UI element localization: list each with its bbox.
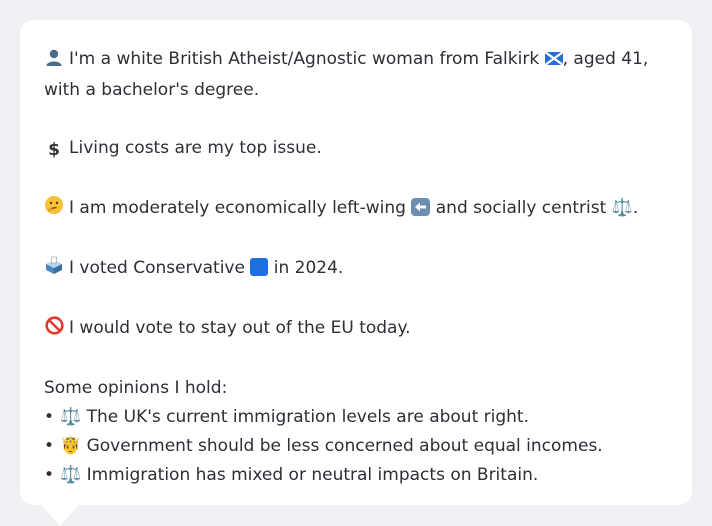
political-leaning-text-a: I am moderately economically left-wing	[69, 198, 412, 218]
political-leaning-text-c: .	[632, 198, 639, 218]
opinion-text: Immigration has mixed or neutral impacts…	[86, 465, 539, 485]
vote-2024-line: I voted Conservative in 2024.	[44, 254, 668, 285]
opinions-heading: Some opinions I hold:	[44, 378, 228, 398]
opinion-item: • 🤴 Government should be less concerned a…	[44, 436, 603, 456]
opinion-text: The UK's current immigration levels are …	[86, 407, 529, 427]
eu-vote-text: I would vote to stay out of the EU today…	[69, 318, 411, 338]
thinking-face-icon	[44, 195, 64, 225]
political-leaning-line: I am moderately economically left-wing a…	[44, 194, 668, 225]
opinion-item: • ⚖️ The UK's current immigration levels …	[44, 407, 529, 427]
scotland-flag-icon	[543, 46, 564, 66]
ballot-box-icon	[44, 255, 64, 285]
balance-scale-icon: ⚖️	[60, 407, 82, 427]
person-with-crown-icon: 🤴	[60, 436, 82, 456]
bubble-tail	[40, 504, 80, 526]
prohibited-icon	[44, 316, 64, 345]
top-issue-line: $ Living costs are my top issue.	[44, 134, 668, 165]
political-leaning-text-b: and socially centrist	[430, 198, 612, 218]
vote-2024-text-a: I voted Conservative	[69, 258, 251, 278]
left-arrow-icon	[411, 198, 431, 216]
opinion-item: • ⚖️ Immigration has mixed or neutral imp…	[44, 465, 539, 485]
eu-vote-line: I would vote to stay out of the EU today…	[44, 314, 668, 345]
blue-square-icon	[250, 258, 269, 276]
balance-scale-icon: ⚖️	[611, 198, 633, 218]
demographics-text-b: , aged 41, with a bachelor's degree.	[44, 49, 649, 100]
dollar-sign-icon: $	[48, 140, 60, 160]
demographics-line: I'm a white British Atheist/Agnostic wom…	[44, 45, 668, 105]
top-issue-text: Living costs are my top issue.	[69, 138, 322, 158]
balance-scale-icon: ⚖️	[60, 465, 82, 485]
demographics-text-a: I'm a white British Atheist/Agnostic wom…	[69, 49, 545, 69]
opinion-text: Government should be less concerned abou…	[86, 436, 603, 456]
vote-2024-text-b: in 2024.	[268, 258, 344, 278]
person-silhouette-icon	[44, 47, 64, 76]
profile-message-bubble: I'm a white British Atheist/Agnostic wom…	[20, 20, 692, 505]
